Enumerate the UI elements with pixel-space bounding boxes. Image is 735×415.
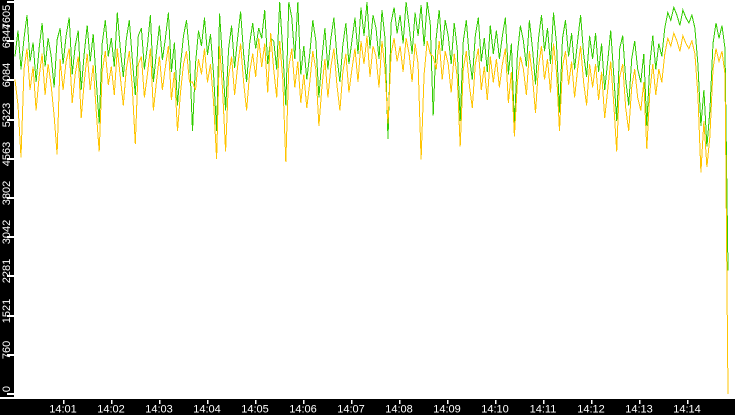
x-tick-label: 14:10 xyxy=(481,404,509,415)
x-tick-mark xyxy=(495,400,497,404)
y-tick-label: 3042 xyxy=(1,220,13,244)
x-tick-label: 14:11 xyxy=(530,404,557,415)
orange-series-line xyxy=(14,31,729,395)
x-tick-label: 14:01 xyxy=(49,404,77,415)
x-tick-mark xyxy=(399,400,401,404)
y-tick-mark xyxy=(7,119,14,121)
x-tick-label: 14:05 xyxy=(241,404,269,415)
y-tick-label: 3802 xyxy=(1,181,13,205)
x-tick-mark xyxy=(687,400,689,404)
y-tick-mark xyxy=(7,354,14,356)
x-tick-label: 14:12 xyxy=(577,404,605,415)
y-tick-label: 1521 xyxy=(1,299,13,323)
y-axis-ticks xyxy=(7,1,14,395)
x-tick-mark xyxy=(255,400,257,404)
x-tick-mark xyxy=(63,400,65,404)
y-tick-label: 6844 xyxy=(1,24,13,48)
x-tick-mark xyxy=(303,400,305,404)
y-tick-label: 0 xyxy=(1,386,13,392)
x-tick-mark xyxy=(351,400,353,404)
y-tick-label: 5323 xyxy=(1,103,13,127)
x-tick-label: 14:03 xyxy=(145,404,173,415)
y-tick-mark xyxy=(7,158,14,160)
x-axis-ticks xyxy=(63,400,689,404)
x-tick-label: 14:07 xyxy=(337,404,365,415)
x-tick-label: 14:14 xyxy=(673,404,701,415)
x-tick-mark xyxy=(591,400,593,404)
x-tick-label: 14:06 xyxy=(289,404,317,415)
y-tick-mark xyxy=(7,1,14,3)
x-tick-mark xyxy=(639,400,641,404)
x-tick-mark xyxy=(207,400,209,404)
green-series-line xyxy=(14,1,729,271)
y-tick-mark xyxy=(7,40,14,42)
series-lines xyxy=(14,1,729,395)
y-tick-mark xyxy=(7,275,14,277)
x-axis-labels: 14:01 14:02 14:03 14:04 14:05 14:06 14:07 14:08… xyxy=(49,404,701,415)
x-tick-label: 14:08 xyxy=(385,404,413,415)
y-tick-label: 4563 xyxy=(1,142,13,166)
x-tick-label: 14:02 xyxy=(97,404,125,415)
x-tick-mark xyxy=(447,400,449,404)
y-tick-label: 6084 xyxy=(1,63,13,87)
x-tick-mark xyxy=(111,400,113,404)
y-tick-label: 7605 xyxy=(1,5,13,29)
x-tick-mark xyxy=(543,400,545,404)
y-tick-mark xyxy=(7,315,14,317)
y-tick-label: 2281 xyxy=(1,259,13,283)
x-tick-label: 14:13 xyxy=(625,404,653,415)
x-tick-label: 14:04 xyxy=(193,404,221,415)
y-tick-mark xyxy=(7,79,14,81)
y-tick-mark xyxy=(7,197,14,199)
x-tick-mark xyxy=(159,400,161,404)
x-tick-label: 14:09 xyxy=(433,404,461,415)
x-axis-bar xyxy=(0,399,735,415)
y-tick-label: 760 xyxy=(1,341,13,359)
y-tick-mark xyxy=(7,236,14,238)
y-tick-mark xyxy=(7,393,14,395)
